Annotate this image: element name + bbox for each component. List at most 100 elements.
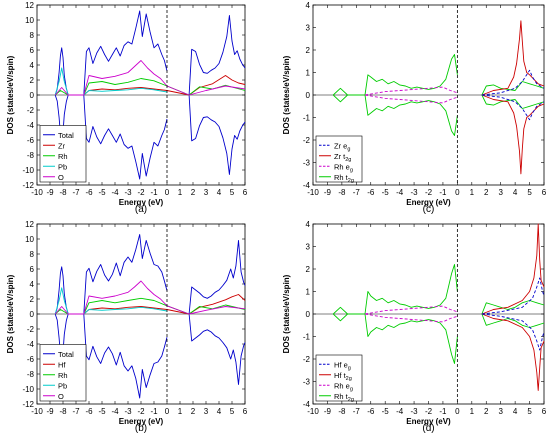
x-tick-label: -3 bbox=[411, 188, 419, 197]
y-tick-label: 12 bbox=[25, 1, 34, 10]
x-tick-label: -2 bbox=[425, 407, 433, 416]
series-line bbox=[481, 300, 545, 315]
x-tick-label: -6 bbox=[85, 407, 93, 416]
dos-panel: -10 -9 -8 -7 -6 -5 -4 -3 -2 -1 0 1 2 3 4 5 6-12-10-8-6-4… bbox=[6, 1, 248, 215]
x-tick-label: -8 bbox=[338, 188, 346, 197]
legend-label: Rh bbox=[58, 371, 68, 380]
series-line bbox=[364, 94, 458, 104]
y-tick-label: -10 bbox=[22, 166, 34, 175]
legend-label-text: Rh e bbox=[334, 162, 350, 171]
x-tick-label: -6 bbox=[85, 188, 93, 197]
legend-label-text: Hf t bbox=[334, 371, 347, 380]
series-line bbox=[481, 94, 545, 121]
y-tick-label: -10 bbox=[22, 385, 34, 394]
series-line bbox=[481, 69, 545, 96]
legend-label: Rh eg bbox=[334, 381, 353, 392]
legend-label: Rh bbox=[58, 152, 68, 161]
x-tick-label: -4 bbox=[396, 188, 404, 197]
legend-label-text: Hf e bbox=[334, 360, 348, 369]
dos-panel: -10 -9 -8 -7 -6 -5 -4 -3 -2 -1 0 1 2 3 4 5 6-12-10-8-6-4… bbox=[6, 220, 248, 434]
y-tick-label: 0 bbox=[306, 310, 311, 319]
x-tick-label: -7 bbox=[72, 188, 80, 197]
y-tick-label: -3 bbox=[303, 159, 311, 168]
x-tick-label: -8 bbox=[59, 188, 67, 197]
x-tick-label: 5 bbox=[527, 188, 532, 197]
series-line bbox=[188, 15, 246, 96]
legend-label-subscript: 2g bbox=[348, 397, 354, 403]
series-line bbox=[481, 81, 545, 96]
legend-label-text: O bbox=[58, 173, 64, 182]
x-axis-label: Energy (eV) bbox=[119, 417, 164, 426]
x-tick-label: -8 bbox=[59, 407, 67, 416]
x-tick-label: 1 bbox=[470, 188, 475, 197]
series-line bbox=[54, 266, 69, 315]
y-axis-label: DOS (states/eV/spin) bbox=[282, 55, 291, 134]
legend-label: Zr t2g bbox=[334, 152, 351, 163]
x-tick-label: 1 bbox=[470, 407, 475, 416]
y-tick-label: 8 bbox=[30, 31, 35, 40]
legend-label-text: Rh bbox=[58, 152, 68, 161]
legend-label: Hf t2g bbox=[334, 371, 352, 382]
legend-label-text: Total bbox=[58, 131, 74, 140]
y-tick-label: 6 bbox=[30, 265, 35, 274]
series-line bbox=[54, 47, 69, 96]
y-tick-label: 1 bbox=[306, 288, 311, 297]
y-axis-label: DOS (states/eV/spin) bbox=[6, 274, 15, 353]
x-tick-label: -1 bbox=[439, 188, 447, 197]
x-tick-label: -10 bbox=[307, 407, 319, 416]
legend-label-text: Pb bbox=[58, 162, 67, 171]
legend-label: Total bbox=[58, 131, 74, 140]
panel-caption: (c) bbox=[423, 204, 435, 215]
x-tick-label: -9 bbox=[324, 188, 332, 197]
y-tick-label: -12 bbox=[22, 400, 34, 409]
series-line bbox=[83, 313, 168, 399]
y-tick-label: 2 bbox=[306, 265, 311, 274]
x-tick-label: 2 bbox=[484, 407, 489, 416]
y-tick-label: 10 bbox=[25, 16, 34, 25]
legend-label-text: Zr t bbox=[334, 152, 346, 161]
x-tick-label: 4 bbox=[217, 407, 222, 416]
y-tick-label: 6 bbox=[30, 46, 35, 55]
series-line bbox=[364, 305, 458, 315]
legend-label-text: O bbox=[58, 392, 64, 401]
x-tick-label: -3 bbox=[124, 188, 132, 197]
series-line bbox=[54, 287, 168, 315]
legend-label: Rh t2g bbox=[334, 392, 354, 403]
legend-label-subscript: 2g bbox=[348, 178, 354, 184]
x-tick-label: -4 bbox=[396, 407, 404, 416]
x-tick-label: 0 bbox=[165, 188, 170, 197]
x-tick-label: 2 bbox=[191, 188, 196, 197]
series-line bbox=[481, 277, 545, 315]
legend-label: Total bbox=[58, 350, 74, 359]
x-tick-label: 1 bbox=[178, 407, 183, 416]
x-tick-label: 3 bbox=[204, 188, 209, 197]
y-axis-label: DOS (states/eV/spin) bbox=[282, 274, 291, 353]
panel-caption: (d) bbox=[422, 423, 434, 434]
legend-label: Pb bbox=[58, 381, 67, 390]
legend-label: Pb bbox=[58, 162, 67, 171]
x-tick-label: 6 bbox=[243, 188, 248, 197]
y-tick-label: -1 bbox=[303, 333, 311, 342]
series-line bbox=[332, 94, 458, 136]
x-axis-label: Energy (eV) bbox=[406, 417, 451, 426]
y-tick-label: 3 bbox=[306, 24, 311, 33]
x-tick-label: -9 bbox=[324, 407, 332, 416]
y-tick-label: 2 bbox=[30, 295, 35, 304]
y-tick-label: 3 bbox=[306, 243, 311, 252]
panel-caption: (b) bbox=[135, 423, 147, 434]
x-tick-label: 3 bbox=[498, 407, 503, 416]
x-tick-label: -2 bbox=[425, 188, 433, 197]
x-tick-label: -3 bbox=[124, 407, 132, 416]
legend-label: O bbox=[58, 173, 64, 182]
x-tick-label: 5 bbox=[527, 407, 532, 416]
y-tick-label: 2 bbox=[306, 46, 311, 55]
series-line bbox=[83, 94, 168, 180]
x-tick-label: -7 bbox=[353, 188, 361, 197]
x-tick-label: -2 bbox=[137, 188, 145, 197]
x-tick-label: -9 bbox=[46, 407, 54, 416]
x-tick-label: -6 bbox=[367, 407, 375, 416]
legend-label-text: Hf bbox=[58, 360, 66, 369]
x-tick-label: -8 bbox=[338, 407, 346, 416]
x-tick-label: 4 bbox=[513, 188, 518, 197]
